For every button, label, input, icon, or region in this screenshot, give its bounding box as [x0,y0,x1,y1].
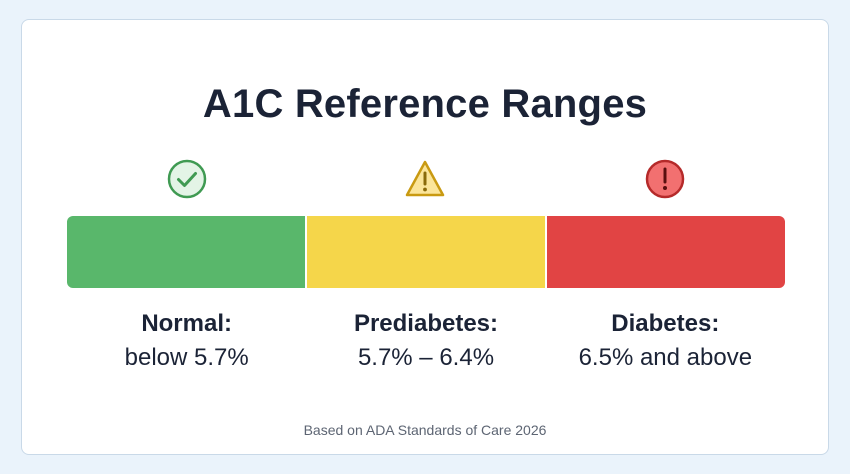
source-footnote: Based on ADA Standards of Care 2026 [303,422,547,438]
range-value: 5.7% – 6.4% [357,344,495,371]
range-value: below 5.7% [124,344,249,371]
check-circle-icon [167,159,207,199]
prediabetes-segment [305,216,545,288]
page-title: A1C Reference Ranges [202,82,648,126]
warning-triangle-icon [405,160,445,197]
normal-segment [67,216,305,288]
range-value: 6.5% and above [578,344,753,371]
range-bar [67,216,785,288]
diabetes-label: Diabetes: 6.5% and above [546,308,785,374]
reference-card: A1C Reference Ranges Normal: below 5.7% … [21,19,829,455]
range-name: Normal: [141,310,232,337]
range-labels: Normal: below 5.7% Prediabetes: 5.7% – 6… [67,308,785,374]
range-name: Diabetes: [611,310,720,337]
normal-label: Normal: below 5.7% [67,308,306,374]
exclamation-circle-icon [645,159,685,199]
diabetes-segment [545,216,785,288]
range-name: Prediabetes: [353,310,499,337]
prediabetes-label: Prediabetes: 5.7% – 6.4% [306,308,545,374]
